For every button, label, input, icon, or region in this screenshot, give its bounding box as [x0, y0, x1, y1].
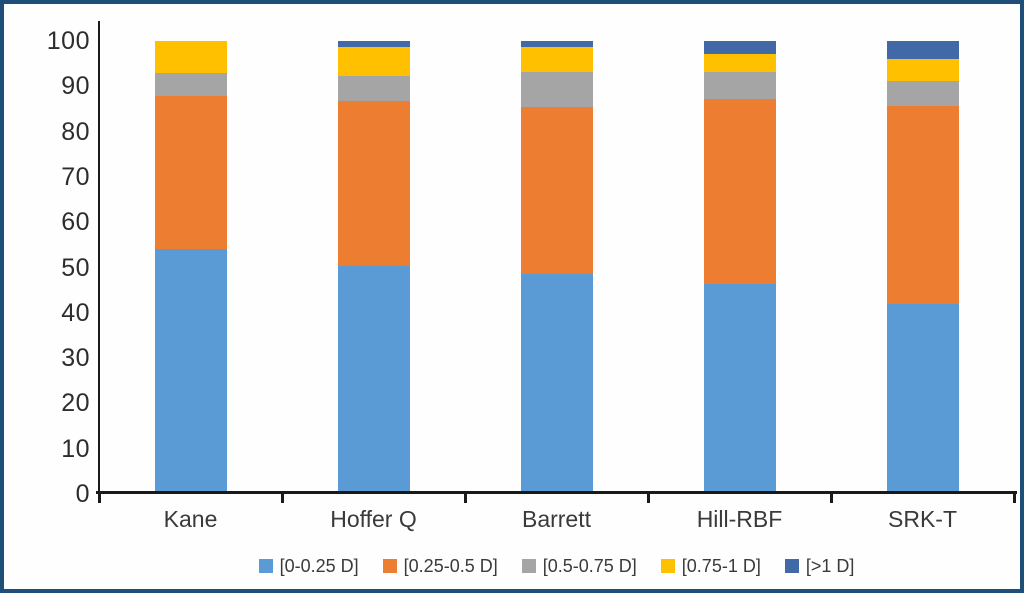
bar-segment — [520, 273, 593, 494]
legend-swatch-icon — [784, 559, 799, 573]
bar-stack — [520, 41, 593, 494]
y-tick-label: 60 — [61, 208, 90, 237]
bar-segment — [154, 41, 227, 74]
legend-item: [0-0.25 D] — [258, 555, 359, 577]
x-axis-tick — [646, 494, 650, 503]
bar-slot-kane — [99, 41, 282, 494]
category-label: SRK-T — [888, 506, 957, 532]
bar-segment — [337, 100, 410, 267]
y-tick-label: 20 — [61, 389, 90, 418]
x-axis-tick — [1012, 494, 1016, 503]
bar-segment — [337, 266, 410, 494]
x-axis-tick — [829, 494, 833, 503]
legend-label: [0.25-0.5 D] — [403, 555, 498, 576]
bar-segment — [154, 249, 227, 494]
y-tick-label: 70 — [61, 162, 90, 191]
y-tick-label: 10 — [61, 434, 90, 463]
legend-swatch-icon — [660, 559, 675, 573]
stacked-bar-plot-area — [99, 41, 1014, 494]
x-axis-category-labels: Kane Hoffer Q Barrett Hill-RBF SRK-T — [99, 506, 1014, 533]
legend-item: [0.5-0.75 D] — [521, 555, 637, 577]
y-tick-label: 0 — [75, 480, 90, 508]
bar-segment — [886, 59, 959, 81]
legend-label: [0-0.25 D] — [279, 555, 359, 576]
bar-segment — [703, 99, 776, 284]
bar-segment — [886, 303, 959, 494]
bar-slot-srk-t — [831, 41, 1014, 494]
legend-swatch-icon — [382, 559, 397, 573]
bar-segment — [703, 41, 776, 55]
legend-swatch-icon — [258, 559, 273, 573]
y-tick-label: 90 — [61, 72, 90, 101]
bar-segment — [337, 41, 410, 47]
legend-label: [0.5-0.75 D] — [542, 555, 637, 576]
bar-segment — [154, 95, 227, 250]
y-tick-label: 40 — [61, 298, 90, 327]
chart-legend: [0-0.25 D] [0.25-0.5 D] [0.5-0.75 D] [0.75-… — [99, 554, 1014, 578]
bar-segment — [703, 54, 776, 72]
bar-segment — [886, 80, 959, 106]
bar-segment — [886, 41, 959, 60]
category-label: Barrett — [521, 506, 592, 532]
bar-stack — [337, 41, 410, 494]
y-tick-label: 30 — [61, 344, 90, 373]
x-axis-tick — [280, 494, 284, 503]
bar-segment — [154, 73, 227, 96]
x-axis-tick — [97, 494, 101, 503]
legend-item: [0.75-1 D] — [660, 555, 761, 577]
bar-segment — [520, 46, 593, 73]
x-axis-tick — [463, 494, 467, 503]
category-label: Kane — [163, 506, 218, 532]
category-label: Hoffer Q — [330, 506, 417, 532]
y-tick-label: 80 — [61, 117, 90, 146]
legend-item: [>1 D] — [784, 555, 855, 577]
y-axis-line — [98, 21, 100, 494]
bar-segment — [520, 107, 593, 274]
legend-label: [0.75-1 D] — [681, 555, 761, 576]
x-axis-line — [96, 491, 1017, 494]
y-tick-label: 50 — [61, 253, 90, 282]
bar-segment — [520, 72, 593, 108]
bar-segment — [886, 105, 959, 304]
legend-label: [>1 D] — [805, 555, 855, 576]
bar-stack — [886, 41, 959, 494]
bar-slot-hoffer-q — [282, 41, 465, 494]
y-tick-label: 100 — [46, 27, 90, 55]
bar-stack — [703, 41, 776, 494]
category-label: Hill-RBF — [696, 506, 783, 532]
bar-slot-barrett — [465, 41, 648, 494]
bar-segment — [337, 75, 410, 101]
legend-item: [0.25-0.5 D] — [382, 555, 498, 577]
bar-segment — [703, 283, 776, 494]
bar-segment — [703, 71, 776, 99]
bar-slot-hill-rbf — [648, 41, 831, 494]
bar-segment — [337, 46, 410, 76]
bar-segment — [520, 41, 593, 47]
legend-swatch-icon — [521, 559, 536, 573]
bar-stack — [154, 41, 227, 494]
